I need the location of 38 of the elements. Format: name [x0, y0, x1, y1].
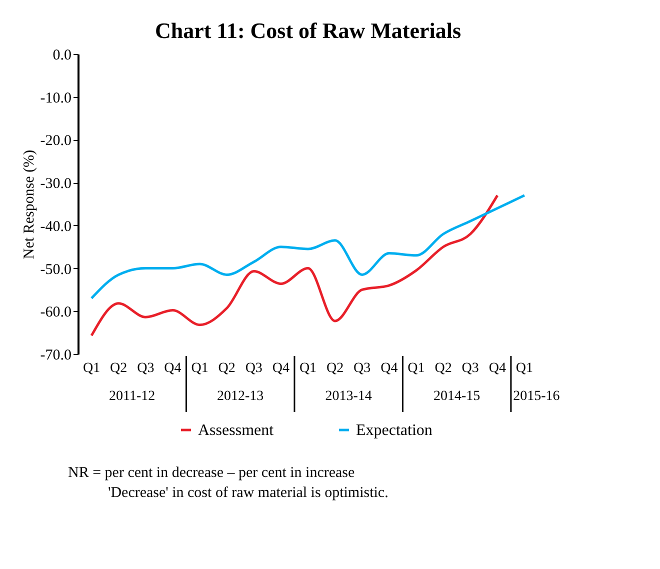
- legend-label: Assessment: [198, 422, 274, 439]
- y-tick-label: -30.0: [40, 176, 72, 192]
- x-tick-label: Q1: [82, 361, 100, 376]
- text: 2014-15: [433, 389, 480, 404]
- y-axis-title: Net Response (%): [21, 150, 38, 260]
- text: 2015-16: [513, 389, 560, 404]
- x-tick-label: Q1: [408, 361, 425, 376]
- text: 2012-13: [217, 389, 264, 404]
- x-tick-label: Q4: [272, 361, 290, 376]
- x-tick-label: Q1: [516, 361, 534, 376]
- y-tick-label: -50.0: [40, 262, 72, 278]
- y-tick-label: -10.0: [40, 90, 72, 106]
- text: 2013-14: [325, 389, 372, 404]
- x-tick-label: Q3: [245, 361, 262, 376]
- x-tick-label: Q2: [434, 361, 452, 376]
- x-tick-label: Q2: [326, 361, 344, 376]
- x-tick-label: Q4: [380, 361, 398, 376]
- chart-title: Chart 11: Cost of Raw Materials: [154, 18, 462, 43]
- x-tick-label: Q1: [299, 361, 317, 376]
- text: 2011-12: [109, 389, 156, 404]
- x-tick-label: Q3: [462, 361, 479, 376]
- y-tick-label: -70.0: [40, 348, 72, 364]
- text: NR = per cent in decrease – per cent in increase: [68, 465, 355, 481]
- text: 'Decrease' in cost of raw material is optimistic.: [108, 485, 388, 501]
- x-tick-label: Q4: [488, 361, 506, 376]
- y-tick-label: 0.0: [52, 48, 72, 64]
- x-tick-label: Q2: [218, 361, 236, 376]
- line-series: [90, 194, 526, 300]
- y-tick-label: -40.0: [40, 218, 72, 235]
- x-tick-label: Q3: [354, 361, 371, 376]
- y-tick-label: -20.0: [40, 133, 72, 150]
- x-tick-label: Q4: [164, 361, 182, 376]
- x-tick-label: Q2: [110, 361, 128, 376]
- y-tick-label: -60.0: [40, 304, 72, 321]
- line-series: [90, 194, 499, 337]
- x-tick-label: Q1: [191, 361, 208, 376]
- x-tick-label: Q3: [137, 361, 154, 376]
- legend-label: Expectation: [356, 422, 432, 439]
